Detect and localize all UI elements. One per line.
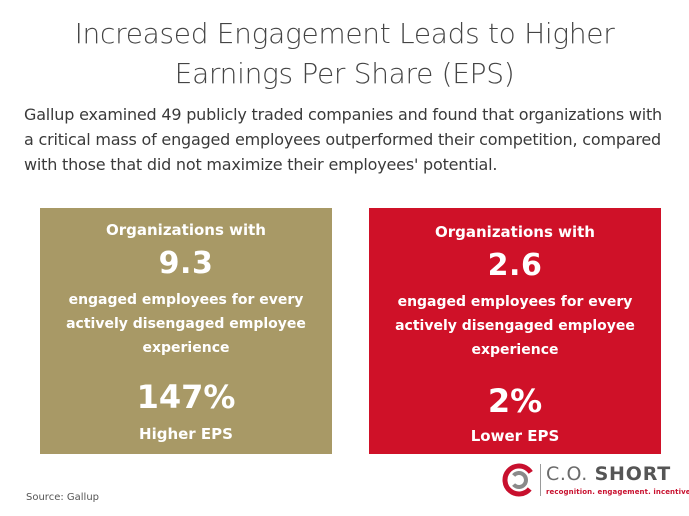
card-ratio: 9.3 [158,246,214,281]
logo-divider [540,464,541,496]
title-line-2: Earnings Per Share (EPS) [174,57,515,90]
title-line-1: Increased Engagement Leads to Higher [74,17,615,50]
logo-name-light: C.O. [546,463,588,485]
page-title: Increased Engagement Leads to Higher Ear… [0,14,689,94]
card-lead: Organizations with [435,223,595,241]
card-stat-label: Lower EPS [470,427,560,445]
logo-name: C.O. SHORT [546,463,671,485]
intro-paragraph: Gallup examined 49 publicly traded compa… [24,105,663,174]
card-ratio: 2.6 [487,248,543,283]
company-logo: C.O. SHORT recognition. engagement. ince… [502,462,689,506]
source-note: Source: Gallup [26,492,100,503]
logo-mark-icon [502,463,536,497]
card-stat-label: Higher EPS [139,425,233,443]
card-stat: 147% [136,378,236,416]
card-stat: 2% [487,382,543,420]
engaged-card: Organizations with 9.3 engaged employees… [40,208,332,454]
card-lead: Organizations with [106,221,266,239]
disengaged-card: Organizations with 2.6 engaged employees… [369,208,661,454]
card-description: engaged employees for every actively dis… [66,292,306,356]
logo-name-bold: SHORT [594,463,672,485]
card-description: engaged employees for every actively dis… [395,294,635,358]
logo-tagline: recognition. engagement. incentives. [546,488,689,496]
